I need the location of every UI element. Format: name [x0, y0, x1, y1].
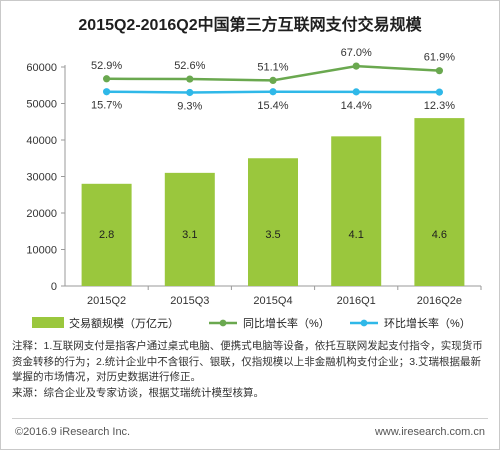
x-tick-label: 2016Q2e — [417, 295, 462, 307]
line-point — [186, 88, 194, 97]
x-tick-label: 2016Q1 — [337, 295, 376, 307]
y-tick-label: 60000 — [26, 62, 57, 74]
bar-value-label: 4.1 — [349, 229, 364, 241]
copyright-text: ©2016.9 iResearch Inc. — [15, 426, 131, 438]
legend-label-line: 环比增长率（%） — [384, 316, 471, 330]
line-point-label: 61.9% — [424, 52, 455, 64]
bar — [414, 118, 465, 286]
chart-notes: 注释：1.互联网支付是指客户通过桌式电脑、便携式电脑等设备，依托互联网发起支付指… — [12, 339, 490, 401]
source-text: 来源：综合企业及专家访谈，根据艾瑞统计模型核算。 — [12, 386, 264, 399]
line-point — [352, 62, 360, 70]
website-link[interactable]: www.iresearch.com.cn — [374, 426, 485, 438]
line-point-label: 52.9% — [91, 60, 122, 72]
bar-value-label: 3.1 — [182, 229, 197, 241]
bar — [331, 136, 382, 286]
y-tick-label: 10000 — [26, 245, 57, 257]
legend-swatch-bar — [32, 317, 64, 328]
line-series: 52.9% 52.6% 51.1% 67.0% 61.9% 15.7% 9.3% 15.4% 1… — [91, 47, 455, 112]
line-point — [269, 76, 277, 84]
line-point-label: 15.7% — [91, 100, 122, 112]
bar-value-label: 4.6 — [432, 229, 447, 241]
line-point-label: 15.4% — [257, 100, 288, 112]
y-tick-label: 40000 — [26, 135, 57, 147]
legend-swatch-point — [219, 319, 227, 327]
axes: 0 10000 20000 30000 40000 50000 60000 2015Q2 201… — [26, 62, 482, 307]
line-point — [352, 88, 360, 96]
x-tick-label: 2015Q3 — [170, 295, 209, 307]
legend-swatch-point — [360, 319, 368, 327]
line-point-label: 9.3% — [177, 100, 202, 112]
bar — [164, 172, 215, 286]
legend-label-line: 同比增长率（%） — [243, 316, 330, 330]
note-text: 注释：1.互联网支付是指客户通过桌式电脑、便携式电脑等设备，依托互联网发起支付指… — [12, 340, 483, 383]
line-point — [103, 75, 111, 83]
line-point — [269, 88, 277, 96]
bar-value-label: 3.5 — [265, 229, 280, 241]
x-tick-label: 2015Q4 — [253, 295, 292, 307]
line-point — [186, 75, 194, 83]
y-tick-label: 0 — [51, 281, 57, 293]
bar-series: 2.8 3.1 3.5 4.1 4.6 — [81, 118, 465, 286]
line-point-label: 12.3% — [424, 100, 455, 112]
y-tick-label: 30000 — [26, 172, 57, 184]
bar — [81, 183, 132, 286]
bar — [248, 158, 298, 286]
line-point-label: 67.0% — [341, 47, 372, 59]
y-tick-label: 20000 — [26, 208, 57, 220]
line-point-label: 52.6% — [174, 60, 205, 72]
line-point — [103, 88, 111, 96]
line-point — [435, 88, 443, 96]
legend: 交易额规模（万亿元） 同比增长率（%） 环比增长率（%） — [32, 316, 471, 330]
y-tick-label: 50000 — [26, 99, 57, 111]
line-point — [435, 67, 443, 75]
x-tick-label: 2015Q2 — [87, 295, 126, 307]
bar-value-label: 2.8 — [99, 229, 114, 241]
chart-title: 2015Q2-2016Q2中国第三方互联网支付交易规模 — [78, 15, 422, 34]
line-point-label: 14.4% — [341, 100, 372, 112]
footer-divider — [12, 418, 488, 419]
legend-label-bar: 交易额规模（万亿元） — [69, 316, 179, 330]
line-point-label: 51.1% — [257, 61, 288, 73]
